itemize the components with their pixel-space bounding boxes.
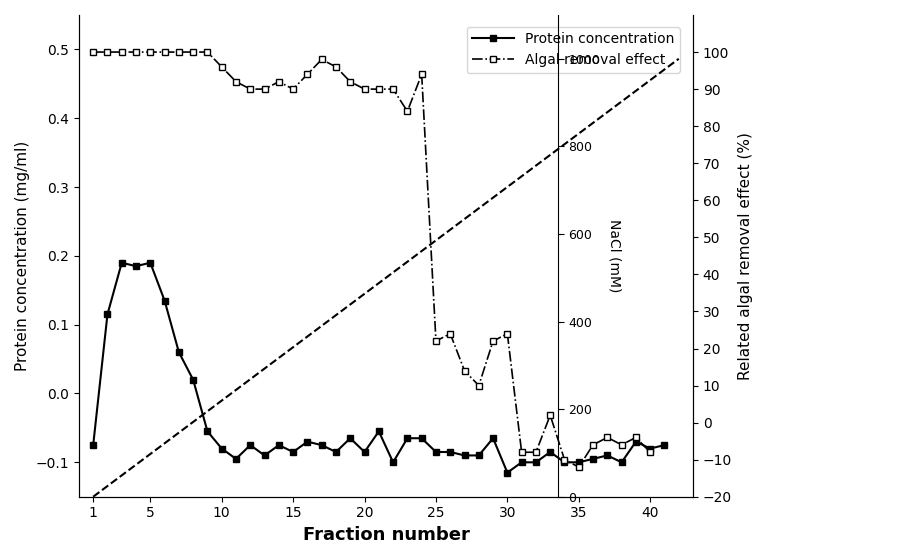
Protein concentration: [387, 459, 398, 466]
Protein concentration: [544, 449, 555, 456]
Protein concentration: [131, 263, 142, 269]
Algal removal effect: [458, 367, 469, 374]
Protein concentration: [316, 442, 327, 448]
Algal removal effect: [173, 49, 184, 55]
Protein concentration: [244, 442, 255, 448]
Protein concentration: [202, 428, 213, 435]
Algal removal effect: [188, 49, 198, 55]
Algal removal effect: [345, 78, 355, 85]
Algal removal effect: [587, 442, 598, 448]
Protein concentration: [644, 445, 655, 452]
Line: Protein concentration: Protein concentration: [89, 259, 667, 476]
Algal removal effect: [373, 86, 384, 92]
Algal removal effect: [116, 49, 127, 55]
Algal removal effect: [602, 434, 612, 441]
Protein concentration: [615, 459, 626, 466]
Algal removal effect: [630, 434, 640, 441]
Algal removal effect: [644, 449, 655, 456]
Algal removal effect: [216, 64, 227, 70]
Algal removal effect: [401, 108, 412, 115]
Algal removal effect: [159, 49, 170, 55]
Algal removal effect: [288, 86, 299, 92]
Algal removal effect: [473, 382, 483, 389]
Protein concentration: [373, 428, 384, 435]
Legend: Protein concentration, Algal removal effect: Protein concentration, Algal removal eff…: [466, 27, 679, 73]
Protein concentration: [173, 349, 184, 356]
Protein concentration: [630, 438, 640, 445]
Algal removal effect: [529, 449, 540, 456]
Algal removal effect: [615, 442, 626, 448]
Algal removal effect: [516, 449, 527, 456]
Protein concentration: [359, 449, 370, 456]
Algal removal effect: [259, 86, 270, 92]
Algal removal effect: [387, 86, 398, 92]
Algal removal effect: [144, 49, 155, 55]
Algal removal effect: [573, 464, 584, 471]
Y-axis label: Related algal removal effect (%): Related algal removal effect (%): [737, 132, 751, 380]
Protein concentration: [416, 435, 427, 442]
Protein concentration: [602, 452, 612, 459]
Algal removal effect: [244, 86, 255, 92]
Protein concentration: [458, 452, 469, 459]
Algal removal effect: [359, 86, 370, 92]
Protein concentration: [144, 259, 155, 266]
Protein concentration: [87, 442, 98, 448]
Protein concentration: [273, 442, 284, 448]
Protein concentration: [259, 452, 270, 459]
Protein concentration: [658, 442, 669, 448]
Algal removal effect: [544, 412, 555, 419]
Protein concentration: [573, 459, 584, 466]
Protein concentration: [587, 456, 598, 462]
Y-axis label: Protein concentration (mg/ml): Protein concentration (mg/ml): [15, 141, 30, 371]
Protein concentration: [473, 452, 483, 459]
Protein concentration: [288, 449, 299, 456]
Protein concentration: [558, 459, 569, 466]
Protein concentration: [301, 438, 312, 445]
X-axis label: Fraction number: Fraction number: [302, 526, 469, 544]
Protein concentration: [502, 470, 512, 476]
Y-axis label: NaCl (mM): NaCl (mM): [606, 219, 621, 292]
Algal removal effect: [316, 56, 327, 63]
Algal removal effect: [430, 338, 441, 344]
Protein concentration: [487, 435, 498, 442]
Protein concentration: [529, 459, 540, 466]
Algal removal effect: [502, 330, 512, 337]
Algal removal effect: [202, 49, 213, 55]
Protein concentration: [230, 456, 241, 462]
Algal removal effect: [102, 49, 113, 55]
Protein concentration: [401, 435, 412, 442]
Protein concentration: [330, 449, 341, 456]
Algal removal effect: [558, 456, 569, 463]
Algal removal effect: [273, 78, 284, 85]
Protein concentration: [430, 449, 441, 456]
Algal removal effect: [487, 338, 498, 344]
Protein concentration: [116, 259, 127, 266]
Algal removal effect: [416, 71, 427, 78]
Protein concentration: [516, 459, 527, 466]
Algal removal effect: [301, 71, 312, 78]
Algal removal effect: [131, 49, 142, 55]
Algal removal effect: [330, 64, 341, 70]
Algal removal effect: [445, 330, 456, 337]
Protein concentration: [216, 445, 227, 452]
Protein concentration: [188, 376, 198, 383]
Protein concentration: [445, 449, 456, 456]
Protein concentration: [345, 435, 355, 442]
Algal removal effect: [230, 78, 241, 85]
Protein concentration: [102, 311, 113, 318]
Line: Algal removal effect: Algal removal effect: [89, 49, 653, 471]
Algal removal effect: [87, 49, 98, 55]
Protein concentration: [159, 297, 170, 304]
